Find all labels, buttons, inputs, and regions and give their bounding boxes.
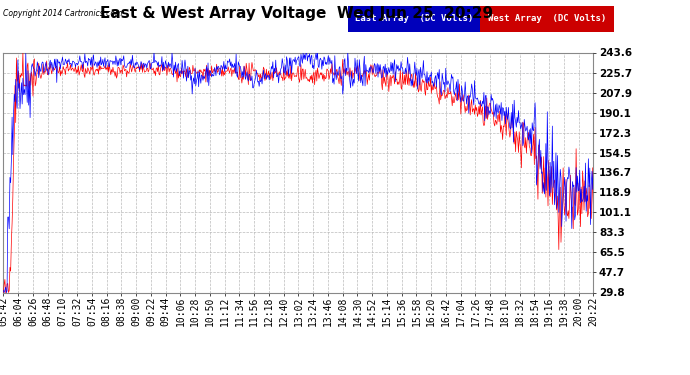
- Text: East Array  (DC Volts): East Array (DC Volts): [355, 14, 473, 23]
- Text: West Array  (DC Volts): West Array (DC Volts): [488, 14, 606, 23]
- Text: Copyright 2014 Cartronics.com: Copyright 2014 Cartronics.com: [3, 9, 123, 18]
- Text: East & West Array Voltage  Wed Jun 25  20:29: East & West Array Voltage Wed Jun 25 20:…: [100, 6, 493, 21]
